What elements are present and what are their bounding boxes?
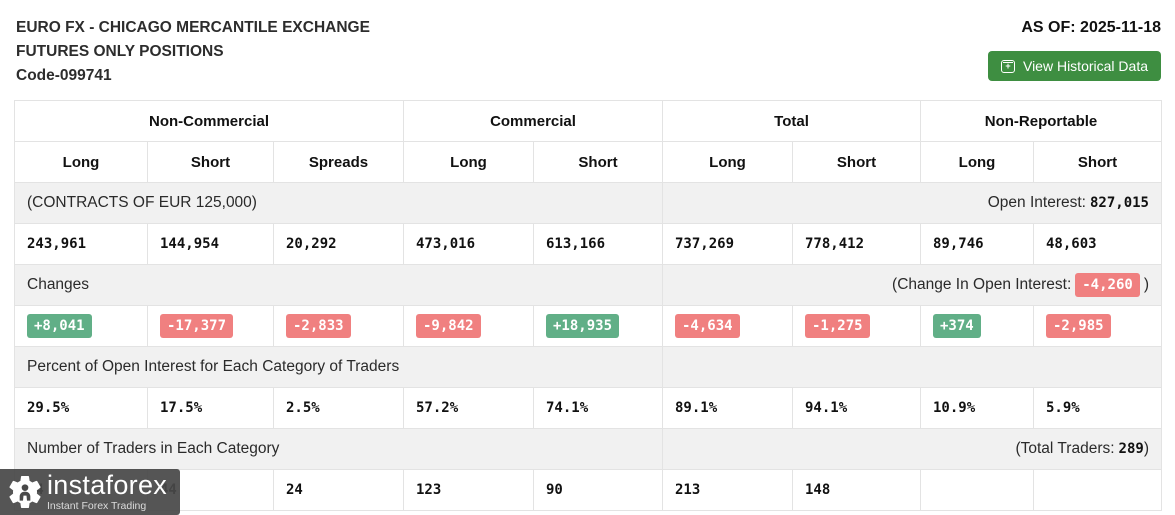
- open-interest-label: Open Interest:: [987, 194, 1086, 211]
- changes-label: Changes: [14, 264, 663, 306]
- change-value-cell: -4,634: [662, 305, 793, 347]
- percent-value: 74.1%: [533, 387, 663, 429]
- open-interest-cell: Open Interest: 827,015: [662, 182, 1162, 224]
- change-badge: -9,842: [416, 314, 481, 338]
- change-value-cell: -2,985: [1033, 305, 1162, 347]
- as-of-date: AS OF: 2025-11-18: [1021, 19, 1161, 36]
- traders-value: [920, 469, 1034, 511]
- col-header: Short: [792, 141, 921, 183]
- change-oi-label: (Change In Open Interest:: [892, 276, 1072, 293]
- cot-positions-table: Non-Commercial Commercial Total Non-Repo…: [14, 100, 1162, 511]
- traders-value: 213: [662, 469, 793, 511]
- calendar-plus-icon: [1000, 59, 1015, 73]
- total-traders-cell: (Total Traders: 289): [662, 428, 1162, 470]
- percent-value: 2.5%: [273, 387, 404, 429]
- position-value: 144,954: [147, 223, 274, 265]
- percent-label: Percent of Open Interest for Each Catego…: [14, 346, 663, 388]
- percent-value: 94.1%: [792, 387, 921, 429]
- position-value: 20,292: [273, 223, 404, 265]
- col-header: Long: [920, 141, 1034, 183]
- change-badge: -2,833: [286, 314, 351, 338]
- report-header: EURO FX - CHICAGO MERCANTILE EXCHANGE FU…: [0, 0, 1175, 100]
- total-traders-suffix: ): [1143, 440, 1149, 457]
- report-subtitle: FUTURES ONLY POSITIONS: [16, 43, 224, 60]
- traders-row: 84 44 24 123 90 213 148: [14, 469, 1162, 511]
- change-value-cell: -9,842: [403, 305, 534, 347]
- instaforex-watermark: instaforex Instant Forex Trading: [0, 469, 180, 515]
- change-value-cell: +18,935: [533, 305, 663, 347]
- traders-value: 90: [533, 469, 663, 511]
- changes-row: +8,041 -17,377 -2,833 -9,842 +18,935 -4,…: [14, 305, 1162, 347]
- group-header-non-reportable: Non-Reportable: [920, 100, 1162, 142]
- change-badge: -2,985: [1046, 314, 1111, 338]
- contracts-band-row: (CONTRACTS OF EUR 125,000) Open Interest…: [14, 182, 1162, 224]
- open-interest-value: 827,015: [1089, 195, 1149, 211]
- percent-value: 89.1%: [662, 387, 793, 429]
- traders-value: [1033, 469, 1162, 511]
- change-badge: +18,935: [546, 314, 620, 338]
- col-header: Spreads: [273, 141, 404, 183]
- percent-value: 10.9%: [920, 387, 1034, 429]
- col-header: Long: [403, 141, 534, 183]
- change-oi-suffix: ): [1143, 276, 1149, 293]
- gear-icon: [9, 476, 41, 508]
- position-value: 737,269: [662, 223, 793, 265]
- percent-value: 5.9%: [1033, 387, 1162, 429]
- total-traders-label: (Total Traders:: [1015, 440, 1115, 457]
- percent-value: 17.5%: [147, 387, 274, 429]
- report-code: Code-099741: [16, 67, 112, 84]
- group-header-row: Non-Commercial Commercial Total Non-Repo…: [14, 100, 1162, 142]
- traders-band-row: Number of Traders in Each Category (Tota…: [14, 428, 1162, 470]
- change-value-cell: +8,041: [14, 305, 148, 347]
- change-badge: -17,377: [160, 314, 234, 338]
- position-value: 48,603: [1033, 223, 1162, 265]
- change-badge: -4,634: [675, 314, 740, 338]
- watermark-brand: instaforex: [47, 470, 168, 501]
- percent-band-empty: [662, 346, 1162, 388]
- traders-value: 148: [792, 469, 921, 511]
- position-value: 89,746: [920, 223, 1034, 265]
- change-value-cell: +374: [920, 305, 1034, 347]
- position-value: 613,166: [533, 223, 663, 265]
- change-badge: +374: [933, 314, 981, 338]
- col-header: Short: [533, 141, 663, 183]
- col-header: Long: [14, 141, 148, 183]
- change-value-cell: -2,833: [273, 305, 404, 347]
- percent-value: 29.5%: [14, 387, 148, 429]
- percents-row: 29.5% 17.5% 2.5% 57.2% 74.1% 89.1% 94.1%…: [14, 387, 1162, 429]
- report-title: EURO FX - CHICAGO MERCANTILE EXCHANGE: [16, 19, 370, 36]
- traders-value: 123: [403, 469, 534, 511]
- col-header: Short: [1033, 141, 1162, 183]
- watermark-tagline: Instant Forex Trading: [47, 500, 147, 513]
- sub-header-row: Long Short Spreads Long Short Long Short…: [14, 141, 1162, 183]
- changes-band-row: Changes (Change In Open Interest: -4,260): [14, 264, 1162, 306]
- view-historical-data-button[interactable]: View Historical Data: [987, 51, 1161, 81]
- group-header-total: Total: [662, 100, 921, 142]
- col-header: Short: [147, 141, 274, 183]
- position-value: 473,016: [403, 223, 534, 265]
- contracts-label: (CONTRACTS OF EUR 125,000): [14, 182, 663, 224]
- change-badge: -1,275: [805, 314, 870, 338]
- percent-value: 57.2%: [403, 387, 534, 429]
- change-value-cell: -17,377: [147, 305, 274, 347]
- change-badge: +8,041: [27, 314, 92, 338]
- change-value-cell: -1,275: [792, 305, 921, 347]
- position-value: 778,412: [792, 223, 921, 265]
- view-historical-data-label: View Historical Data: [1022, 58, 1148, 74]
- percent-band-row: Percent of Open Interest for Each Catego…: [14, 346, 1162, 388]
- change-oi-badge: -4,260: [1075, 273, 1140, 297]
- traders-value: 24: [273, 469, 404, 511]
- total-traders-value: 289: [1118, 441, 1144, 457]
- change-open-interest-cell: (Change In Open Interest: -4,260): [662, 264, 1162, 306]
- positions-row: 243,961 144,954 20,292 473,016 613,166 7…: [14, 223, 1162, 265]
- group-header-non-commercial: Non-Commercial: [14, 100, 404, 142]
- traders-label: Number of Traders in Each Category: [14, 428, 663, 470]
- col-header: Long: [662, 141, 793, 183]
- group-header-commercial: Commercial: [403, 100, 663, 142]
- position-value: 243,961: [14, 223, 148, 265]
